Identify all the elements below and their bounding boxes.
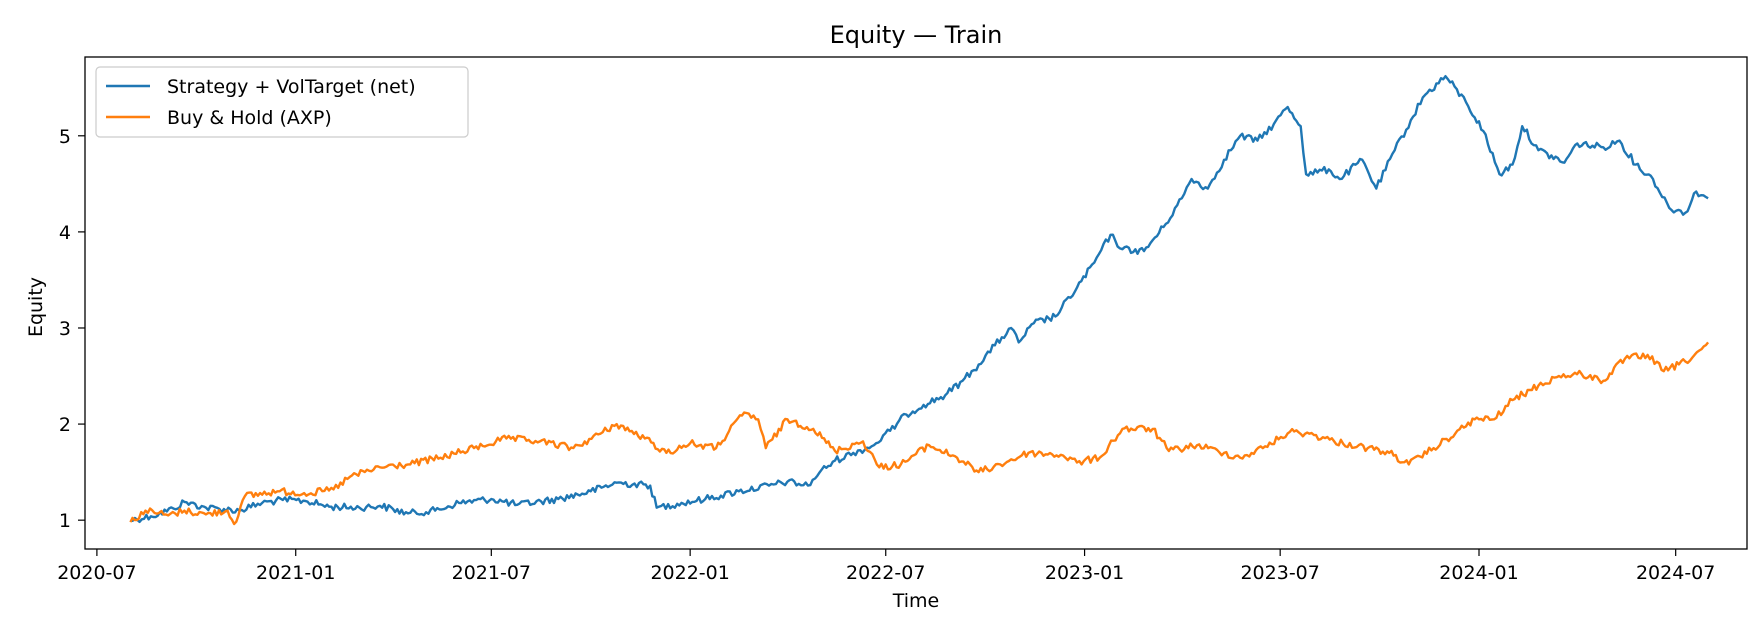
y-tick-label: 5 <box>59 126 71 148</box>
y-tick-label: 2 <box>59 414 71 436</box>
y-axis: 1 2 3 4 5 <box>59 126 85 532</box>
x-tick-label: 2021-01 <box>256 562 335 584</box>
chart-title: Equity — Train <box>830 21 1003 49</box>
series-line-strategy <box>130 75 1709 524</box>
x-tick-label: 2020-07 <box>57 562 136 584</box>
y-tick-label: 3 <box>59 318 71 340</box>
x-tick-label: 2021-07 <box>452 562 531 584</box>
x-tick-label: 2024-07 <box>1636 562 1715 584</box>
x-tick-label: 2022-07 <box>846 562 925 584</box>
legend: Strategy + VolTarget (net) Buy & Hold (A… <box>95 66 469 138</box>
plot-frame <box>84 56 1748 550</box>
legend-box <box>95 66 469 138</box>
x-tick-label: 2024-01 <box>1439 562 1518 584</box>
x-tick-label: 2023-01 <box>1045 562 1124 584</box>
x-axis: 2020-07 2021-01 2021-07 2022-01 2022-07 2023-… <box>57 549 1715 584</box>
y-tick-label: 1 <box>59 510 71 532</box>
y-tick-label: 4 <box>59 222 71 244</box>
legend-label-strategy: Strategy + VolTarget (net) <box>167 76 416 98</box>
legend-label-buy-hold: Buy & Hold (AXP) <box>167 107 332 129</box>
x-tick-label: 2022-01 <box>650 562 729 584</box>
series-layer <box>129 75 1710 526</box>
y-axis-label: Equity <box>25 277 47 337</box>
x-tick-label: 2023-07 <box>1240 562 1319 584</box>
x-axis-label: Time <box>892 590 940 612</box>
series-line-buy-hold <box>129 341 1710 526</box>
